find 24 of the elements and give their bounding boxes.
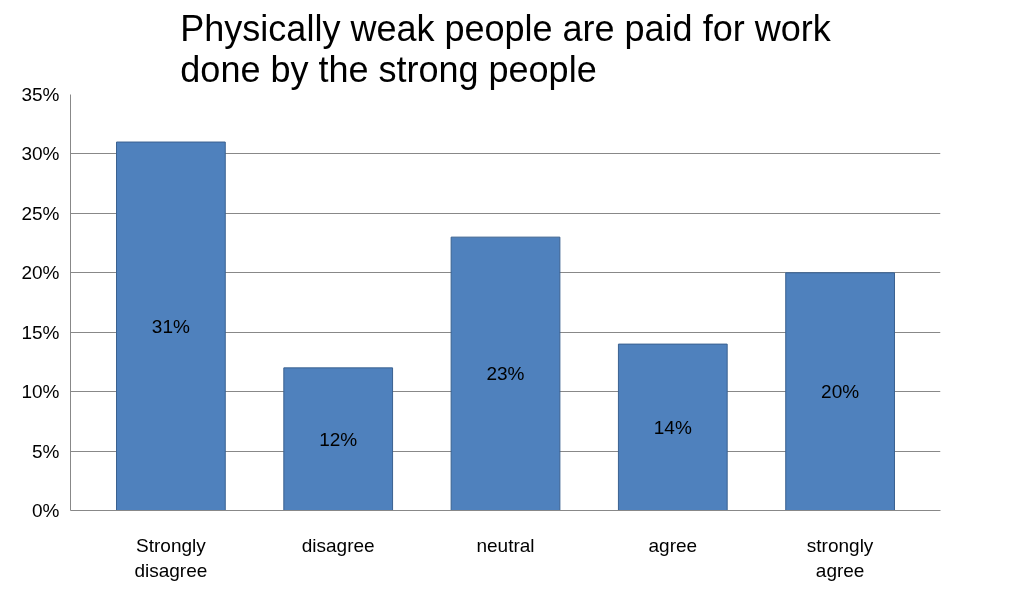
data-label: 12% xyxy=(319,428,358,450)
chart-title: Physically weak people are paid for work done by the strong people xyxy=(180,7,832,90)
y-tick-label: 30% xyxy=(21,143,60,165)
x-tick-label: disagree xyxy=(301,534,375,556)
y-tick-label: 25% xyxy=(21,202,60,224)
x-tick-label: agree xyxy=(648,534,698,556)
bar xyxy=(617,343,728,511)
bar xyxy=(116,141,226,511)
y-tick-label: 35% xyxy=(21,84,60,105)
data-label: 14% xyxy=(653,416,692,438)
x-tick-label: neutral xyxy=(476,534,535,556)
y-tick-label: 15% xyxy=(21,321,60,343)
y-tick-label: 10% xyxy=(21,381,60,403)
data-label: 23% xyxy=(486,363,525,385)
bar xyxy=(785,272,895,511)
y-tick-label: 0% xyxy=(32,500,60,521)
y-tick-label: 5% xyxy=(32,440,60,462)
data-label: 31% xyxy=(151,315,190,337)
y-tick-label: 20% xyxy=(21,262,60,284)
bar xyxy=(283,367,394,511)
bar xyxy=(450,236,561,511)
x-tick-label: Strongly disagree xyxy=(134,534,208,581)
x-tick-label: strongly agree xyxy=(806,534,874,581)
data-label: 20% xyxy=(821,381,860,403)
